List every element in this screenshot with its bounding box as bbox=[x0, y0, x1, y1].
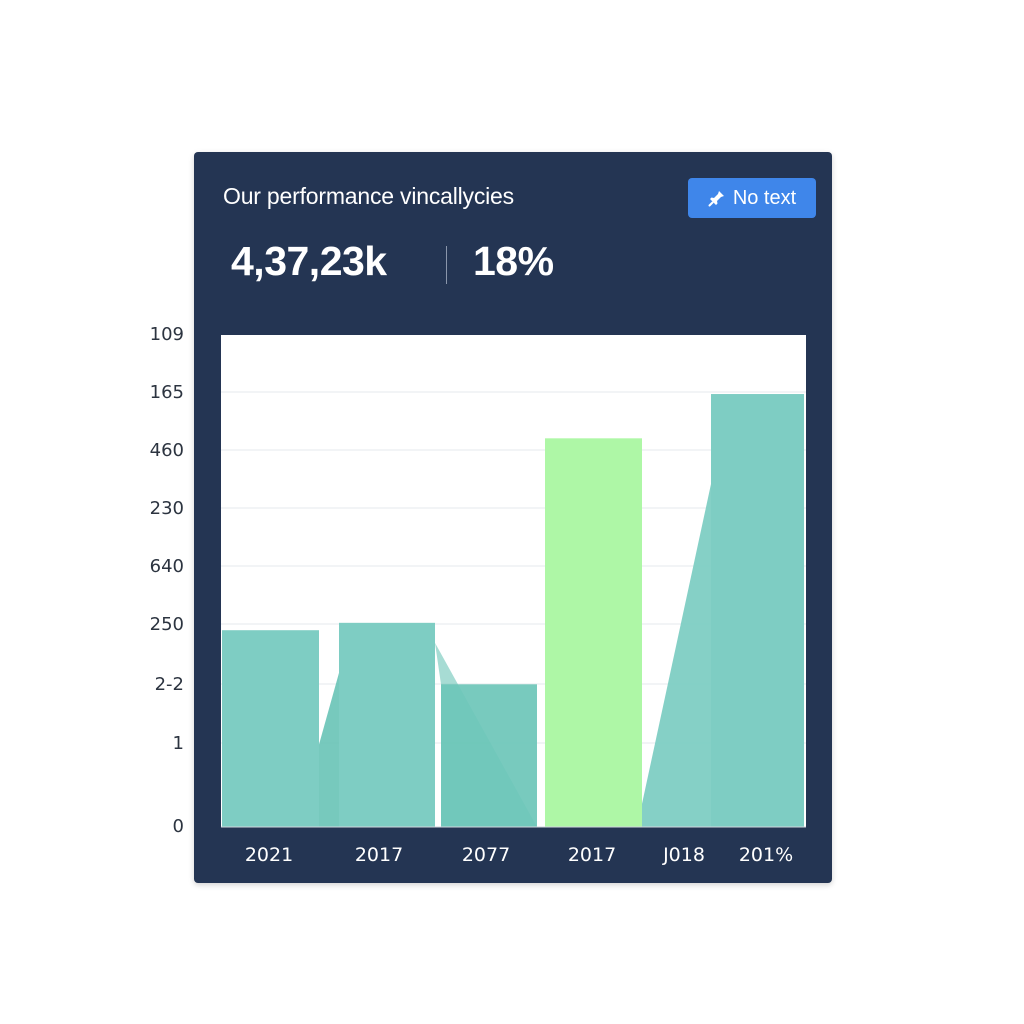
primary-metric: 4,37,23k bbox=[231, 238, 387, 284]
no-text-button-label: No text bbox=[732, 186, 797, 209]
y-tick-label: 1 bbox=[173, 733, 184, 754]
y-tick-label: 460 bbox=[150, 440, 184, 461]
y-tick-label: 250 bbox=[150, 614, 184, 635]
y-axis: 109 165 460 230 640 250 2-2 1 0 bbox=[150, 324, 184, 837]
pin-icon bbox=[708, 191, 724, 207]
y-tick-label: 640 bbox=[150, 556, 184, 577]
chart-title: Our performance vincallycies bbox=[223, 183, 514, 209]
y-tick-label: 0 bbox=[173, 816, 184, 837]
metric-divider bbox=[446, 246, 447, 284]
y-tick-label: 230 bbox=[150, 498, 184, 519]
y-tick-label: 109 bbox=[150, 324, 184, 345]
no-text-button[interactable]: No text bbox=[688, 178, 816, 218]
y-tick-label: 2-2 bbox=[155, 674, 184, 695]
chart-card: Our performance vincallycies No text 4,3… bbox=[194, 152, 832, 883]
secondary-metric: 18% bbox=[473, 238, 554, 284]
y-tick-label: 165 bbox=[150, 382, 184, 403]
